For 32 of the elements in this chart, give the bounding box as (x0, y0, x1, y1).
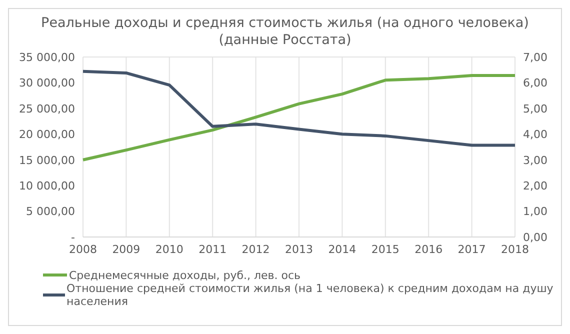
x-tick-label: 2013 (285, 242, 313, 256)
x-tick-label: 2018 (501, 242, 529, 256)
legend-label: Отношение средней стоимости жилья (на 1 человека) к средним доходам на душу населения (66, 282, 554, 308)
x-tick-label: 2008 (69, 242, 97, 256)
y-tick-label: - (71, 230, 76, 244)
x-tick-label: 2015 (371, 242, 400, 256)
y-tick-label: 20 000,00 (19, 128, 75, 142)
x-tick-label: 2012 (242, 242, 270, 256)
y2-tick-label: 3,00 (523, 154, 548, 167)
legend-label: Среднемесячные доходы, руб., лев. ось (69, 268, 301, 282)
chart-title: Реальные доходы и средняя стоимость жилья (на одного человека) (данные Росстата) (40, 15, 530, 49)
y2-tick-label: 2,00 (523, 179, 548, 192)
y2-tick-label: 0,00 (523, 230, 548, 244)
y2-tick-label: 5,00 (523, 102, 548, 116)
line-series (82, 70, 516, 147)
x-tick-label: 2014 (328, 242, 356, 256)
y2-tick-label: 4,00 (523, 128, 548, 142)
x-tick-label: 2011 (198, 242, 227, 256)
x-tick-label: 2009 (112, 242, 140, 256)
y2-tick-label: 1,00 (523, 205, 548, 218)
y-tick-label: 15 000,00 (19, 154, 75, 167)
x-tick-label: 2016 (414, 242, 443, 256)
y2-tick-label: 7,00 (523, 50, 548, 64)
line-series (82, 74, 516, 162)
x-tick-label: 2010 (155, 242, 184, 256)
y-tick-label: 35 000,00 (19, 50, 75, 64)
y-tick-label: 5 000,00 (26, 205, 75, 218)
x-tick-label: 2017 (458, 242, 486, 256)
y2-tick-label: 6,00 (523, 76, 548, 90)
y-tick-label: 30 000,00 (19, 76, 75, 90)
y-tick-label: 25 000,00 (19, 102, 75, 116)
y-tick-label: 10 000,00 (19, 179, 75, 192)
